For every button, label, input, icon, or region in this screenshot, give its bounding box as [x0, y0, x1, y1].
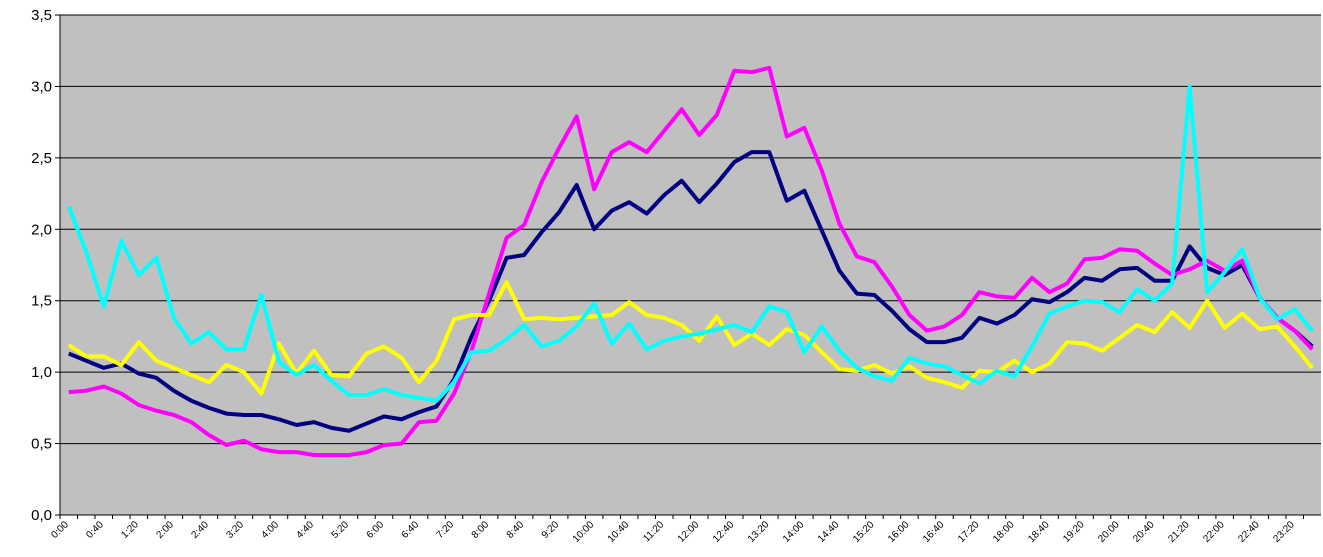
x-tick-label: 16:00	[886, 519, 912, 545]
series-line	[66, 84, 1314, 403]
x-tick-label: 13:20	[746, 519, 772, 545]
x-tick-label: 2:40	[189, 519, 211, 541]
x-tick-label: 11:20	[641, 519, 666, 544]
x-tick-label: 17:20	[956, 519, 982, 545]
x-tick-label: 18:00	[991, 519, 1017, 545]
y-tick-label: 1,0	[31, 364, 52, 381]
x-tick-label: 12:00	[676, 519, 702, 545]
x-tick-label: 5:20	[330, 519, 352, 541]
x-tick-label: 1:20	[119, 519, 141, 541]
x-tick-label: 9:20	[540, 519, 562, 541]
x-tick-label: 7:20	[435, 519, 457, 541]
series-line	[68, 150, 1314, 433]
x-tick-label: 0:00	[49, 519, 71, 541]
x-tick-label: 22:00	[1201, 519, 1227, 545]
y-tick-label: 2,0	[31, 221, 52, 238]
plot-area	[60, 15, 1321, 515]
x-tick-label: 14:00	[781, 519, 807, 545]
x-tick-label: 12:40	[711, 519, 737, 545]
y-tick-label: 1,5	[31, 293, 52, 310]
y-tick-label: 3,0	[31, 78, 52, 95]
x-tick-label: 0:40	[84, 519, 106, 541]
x-tick-label: 3:20	[224, 519, 246, 541]
x-tick-label: 6:00	[365, 519, 387, 541]
x-tick-label: 23:20	[1271, 519, 1297, 545]
x-tick-label: 4:40	[295, 519, 317, 541]
x-tick-label: 20:40	[1131, 519, 1157, 545]
y-tick-label: 2,5	[31, 150, 52, 167]
y-tick-label: 0,0	[31, 507, 52, 524]
x-tick-label: 10:40	[606, 519, 632, 545]
x-tick-label: 22:40	[1236, 519, 1262, 545]
x-tick-label: 15:20	[851, 519, 877, 545]
x-tick-label: 21:20	[1166, 519, 1192, 545]
y-tick-label: 0,5	[31, 436, 52, 453]
x-tick-label: 8:40	[505, 519, 527, 541]
y-tick-label: 3,5	[31, 7, 52, 24]
x-tick-label: 10:00	[571, 519, 597, 545]
x-tick-label: 2:00	[154, 519, 176, 541]
x-tick-label: 16:40	[921, 519, 947, 545]
x-tick-label: 14:40	[816, 519, 842, 545]
x-tick-label: 4:00	[260, 519, 282, 541]
x-tick-label: 8:00	[470, 519, 492, 541]
x-tick-label: 6:40	[400, 519, 422, 541]
x-tick-label: 20:00	[1096, 519, 1122, 545]
x-tick-label: 18:40	[1026, 519, 1052, 545]
series-line	[68, 65, 1314, 457]
x-tick-label: 19:20	[1061, 519, 1087, 545]
